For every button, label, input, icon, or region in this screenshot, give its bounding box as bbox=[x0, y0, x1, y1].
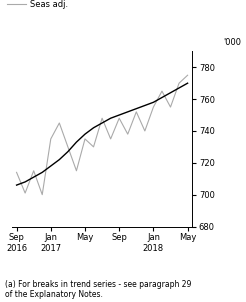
Text: '000: '000 bbox=[223, 38, 241, 47]
Legend: Trend(a), Seas adj.: Trend(a), Seas adj. bbox=[7, 0, 68, 9]
Text: (a) For breaks in trend series - see paragraph 29
of the Explanatory Notes.: (a) For breaks in trend series - see par… bbox=[5, 280, 191, 299]
